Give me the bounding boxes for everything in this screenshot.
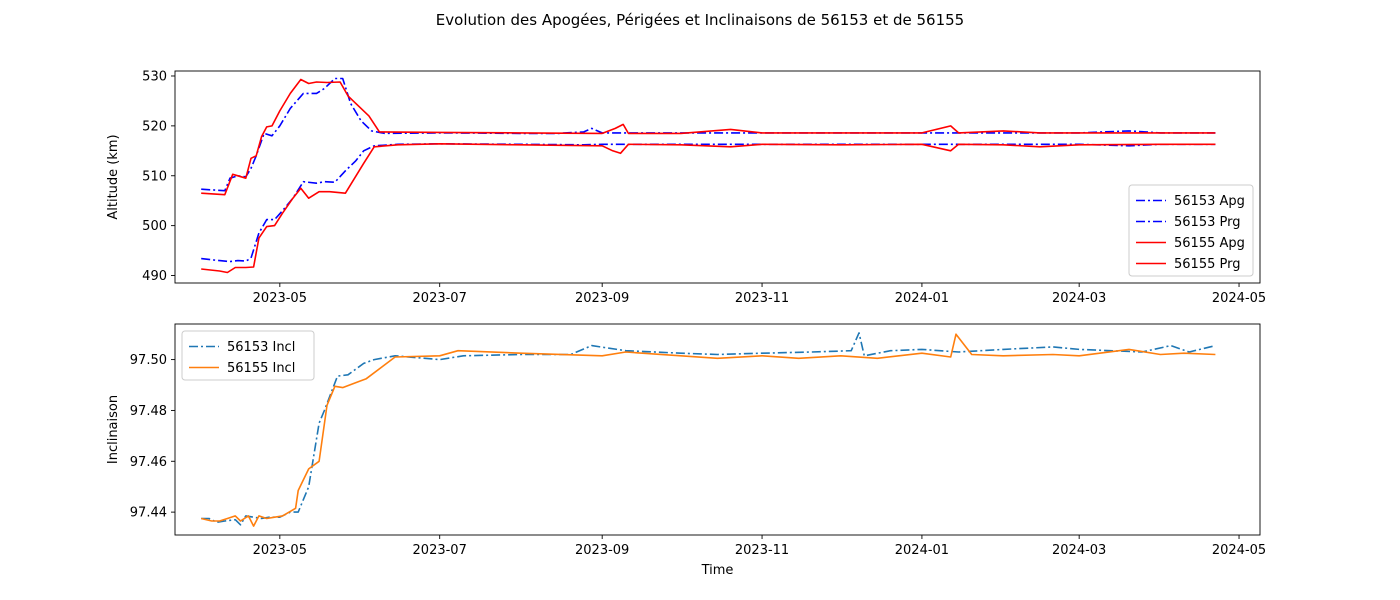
series-line-56153-incl [201,332,1216,526]
y-tick-label: 97.44 [130,506,167,521]
x-tick-label: 2023-05 [253,291,307,306]
x-tick-label: 2023-07 [413,291,467,306]
x-tick-label: 2023-11 [735,543,789,558]
legend-entry-56155-prg: 56155 Prg [1174,257,1240,272]
x-tick-label: 2024-01 [895,291,949,306]
legend-entry-56155-apg: 56155 Apg [1174,236,1245,251]
x-tick-label: 2023-09 [575,543,629,558]
x-tick-label: 2024-03 [1052,291,1106,306]
y-tick-label: 97.50 [130,353,167,368]
x-tick-label: 2023-09 [575,291,629,306]
inclination-chart: 2023-05 2023-07 2023-09 2023-11 2024-01 2024-… [106,323,1266,578]
x-tick-label: 2024-01 [895,543,949,558]
axes-frame [174,70,1261,284]
y-tick-label: 490 [142,269,167,284]
x-axis-label: Time [701,563,734,578]
series-lines [201,77,1216,274]
altitude-chart: 2023-05 2023-07 2023-09 2023-11 2024-01 2024-… [106,69,1266,306]
x-tick-label: 2023-05 [253,543,307,558]
y-tick-label: 500 [142,219,167,234]
legend-entry-56153-apg: 56153 Apg [1174,194,1245,209]
y-tick-label: 97.48 [130,404,167,419]
series-line-56153-apg [201,77,1216,192]
legend-entry-56153-prg: 56153 Prg [1174,215,1240,230]
legend-entry-56153-incl: 56153 Incl [227,340,295,355]
x-tick-label: 2023-07 [413,543,467,558]
legend-entry-56155-incl: 56155 Incl [227,361,295,376]
series-line-56155-apg [201,78,1216,196]
series-line-56155-incl [201,333,1216,527]
y-tick-label: 510 [142,169,167,184]
x-tick-label: 2023-11 [735,291,789,306]
legend: 56153 Incl 56155 Incl [181,330,315,381]
x-tick-label: 2024-03 [1052,543,1106,558]
y-tick-label: 520 [142,119,167,134]
series-line-56153-prg [201,143,1216,263]
legend: 56153 Apg 56153 Prg 56155 Apg 56155 Prg [1128,184,1254,277]
series-line-56155-prg [201,143,1216,274]
series-lines [201,332,1216,527]
y-axis-label: Altitude (km) [106,134,121,219]
figure-title: Evolution des Apogées, Périgées et Incli… [436,11,964,29]
x-tick-label: 2024-05 [1212,543,1266,558]
legend-box [1128,184,1254,277]
y-axis-label: Inclinaison [106,395,121,464]
y-tick-label: 97.46 [130,455,167,470]
x-tick-label: 2024-05 [1212,291,1266,306]
axes-frame [174,323,1261,536]
y-tick-label: 530 [142,69,167,84]
